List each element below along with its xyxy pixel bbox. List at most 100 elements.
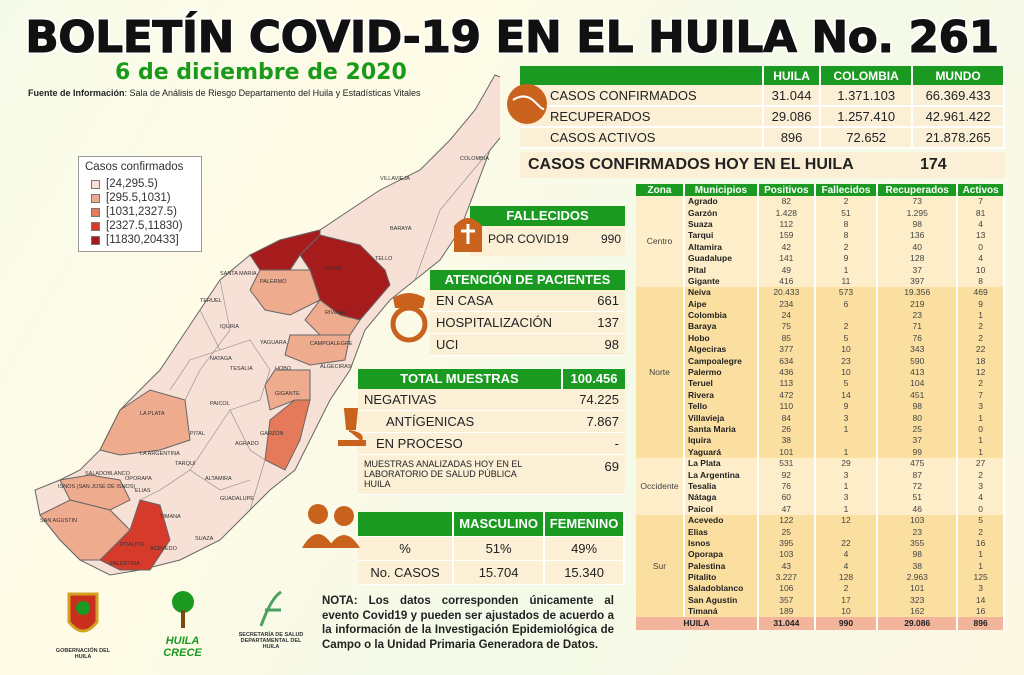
- value-cell: 9: [957, 298, 1005, 310]
- municipio-cell: Campoalegre: [684, 355, 759, 367]
- municipio-cell: Baraya: [684, 321, 759, 333]
- atencion-box: ATENCIÓN DE PACIENTES EN CASA 661 HOSPITA…: [430, 270, 625, 356]
- map-label: OPORAPA: [125, 476, 152, 482]
- table-row: Aipe 234 6 219 9: [636, 298, 1005, 310]
- value-cell: 219: [877, 298, 959, 310]
- municipio-cell: Hobo: [684, 332, 759, 345]
- value-cell: 1: [814, 264, 879, 276]
- value-cell: 11: [814, 275, 879, 288]
- value-cell: 103: [757, 549, 816, 561]
- value-cell: 1: [957, 446, 1005, 458]
- table-row: Guadalupe 141 9 128 4: [636, 252, 1005, 265]
- value-cell: 531: [757, 457, 816, 470]
- logo-text: SECRETARÍA DE SALUD DEPARTAMENTAL DEL HU…: [238, 632, 304, 650]
- value-cell: 18: [957, 355, 1005, 367]
- map-label: GUADALUPE: [220, 496, 254, 502]
- value-cell: 81: [957, 207, 1005, 219]
- value-cell: 141: [757, 252, 816, 265]
- value-cell: 125: [957, 571, 1005, 584]
- value-cell: 1: [957, 309, 1005, 322]
- map-label: IQUIRA: [220, 324, 239, 330]
- column-header: Municipios: [684, 184, 759, 196]
- col-colombia: COLOMBIA: [820, 66, 914, 85]
- summary-value: 42.961.422: [912, 106, 1005, 128]
- summary-table: HUILA COLOMBIA MUNDO CASOS CONFIRMADOS 31.0…: [520, 66, 1005, 149]
- muestras-total: 100.456: [570, 371, 618, 386]
- map-label: CAMPOALEGRE: [310, 341, 353, 347]
- table-row: Gigante 416 11 397 8: [636, 275, 1005, 288]
- municipio-cell: Colombia: [684, 309, 759, 322]
- value-cell: [814, 309, 879, 322]
- muestras-label: MUESTRAS ANALIZADAS HOY EN EL LABORATORI…: [364, 459, 523, 489]
- table-row: Santa Maria 26 1 25 0: [636, 423, 1005, 436]
- value-cell: 106: [757, 583, 816, 595]
- summary-value: 29.086: [762, 106, 822, 128]
- value-cell: 37: [877, 435, 959, 447]
- value-cell: 7: [957, 196, 1005, 208]
- sexo-value: 15.340: [544, 560, 625, 585]
- value-cell: 357: [757, 594, 816, 607]
- total-cell: 896: [957, 617, 1005, 631]
- map-label: ALGECIRAS: [320, 364, 352, 370]
- municipio-cell: Paicol: [684, 503, 759, 515]
- value-cell: [814, 526, 879, 538]
- legend-swatch: [91, 179, 100, 189]
- value-cell: 472: [757, 389, 816, 402]
- sexo-label: %: [358, 536, 454, 561]
- municipio-cell: Yaguará: [684, 446, 759, 458]
- summary-value: 21.878.265: [912, 127, 1005, 149]
- fallecidos-box: FALLECIDOS POR COVID19 990: [470, 206, 625, 256]
- legend-swatch: [91, 207, 100, 217]
- municipio-cell: Guadalupe: [684, 252, 759, 265]
- column-header: Zona: [636, 184, 685, 196]
- gobernacion-logo: GOBERNACIÓN DEL HUILA: [48, 588, 118, 660]
- value-cell: 2: [814, 321, 879, 333]
- microscope-icon: [338, 408, 366, 446]
- value-cell: 38: [757, 435, 816, 447]
- value-cell: 10: [814, 366, 879, 379]
- summary-label: RECUPERADOS: [520, 106, 764, 128]
- map-label: SANTA MARIA: [220, 271, 257, 277]
- value-cell: 73: [877, 196, 959, 208]
- municipio-cell: Isnos: [684, 537, 759, 550]
- value-cell: 3: [957, 401, 1005, 413]
- table-row: La Argentina 92 3 87 2: [636, 469, 1005, 481]
- value-cell: 159: [757, 230, 816, 242]
- source-line: Fuente de Información: Sala de Análisis …: [28, 88, 421, 98]
- value-cell: 416: [757, 275, 816, 288]
- legend-item: [24,295.5): [85, 177, 195, 191]
- value-cell: 25: [757, 526, 816, 538]
- total-row: HUILA 31.044 990 29.086 896: [636, 617, 1005, 631]
- map-campoalegre: [284, 334, 351, 366]
- col-mundo: MUNDO: [912, 66, 1005, 85]
- summary-value: 1.257.410: [820, 106, 914, 128]
- value-cell: 103: [877, 514, 959, 527]
- total-cell: 990: [814, 617, 879, 631]
- value-cell: 377: [757, 344, 816, 356]
- note-text: NOTA: Los datos corresponden únicamente …: [322, 595, 614, 651]
- value-cell: 189: [757, 606, 816, 618]
- map-label: TARQUI: [175, 461, 196, 467]
- municipio-cell: Acevedo: [684, 514, 759, 527]
- value-cell: 3: [957, 583, 1005, 595]
- value-cell: 110: [757, 401, 816, 413]
- map-palermo: [249, 269, 321, 316]
- legend-item: [295.5,1031): [85, 191, 195, 205]
- value-cell: 8: [814, 230, 879, 242]
- zone-cell: Occidente: [636, 457, 685, 515]
- value-cell: 355: [877, 537, 959, 550]
- map-label: PITALITO: [120, 542, 145, 548]
- map-label: PITAL: [190, 431, 205, 437]
- map-label: PALERMO: [260, 279, 287, 285]
- value-cell: 2: [814, 196, 879, 208]
- map-label: TERUEL: [200, 298, 222, 304]
- fallecidos-label: POR COVID19: [488, 232, 569, 246]
- muestras-value: 7.867: [586, 414, 619, 429]
- legend-item: [1031,2327.5): [85, 205, 195, 219]
- value-cell: 101: [757, 446, 816, 458]
- municipio-cell: Suaza: [684, 218, 759, 231]
- logo-text: HUILA CRECE: [163, 635, 202, 659]
- atencion-title: ATENCIÓN DE PACIENTES: [430, 270, 625, 290]
- value-cell: 23: [877, 309, 959, 322]
- sexo-value: 51%: [453, 536, 546, 561]
